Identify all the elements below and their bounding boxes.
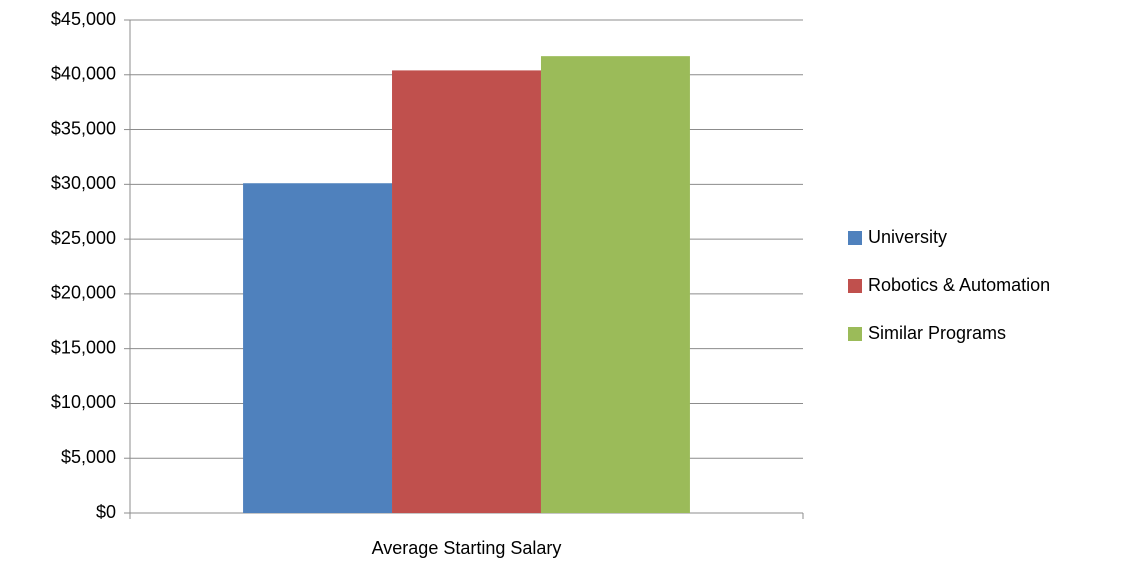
- legend-swatch: [848, 327, 862, 341]
- y-tick-label: $35,000: [51, 118, 116, 138]
- bar: [540, 56, 690, 514]
- legend-swatch: [848, 279, 862, 293]
- x-tick-label: Average Starting Salary: [372, 538, 562, 558]
- y-tick-label: $15,000: [51, 337, 116, 357]
- legend-label: Robotics & Automation: [868, 275, 1050, 295]
- y-tick-label: $20,000: [51, 283, 116, 303]
- y-tick-label: $40,000: [51, 64, 116, 84]
- legend-label: University: [868, 227, 947, 247]
- y-tick-label: $45,000: [51, 9, 116, 29]
- legend-swatch: [848, 231, 862, 245]
- y-tick-label: $10,000: [51, 392, 116, 412]
- y-tick-label: $5,000: [61, 447, 116, 467]
- y-tick-label: $0: [96, 502, 116, 522]
- bar: [392, 70, 541, 513]
- bar: [243, 183, 393, 513]
- y-tick-label: $25,000: [51, 228, 116, 248]
- y-tick-label: $30,000: [51, 173, 116, 193]
- legend-label: Similar Programs: [868, 323, 1006, 343]
